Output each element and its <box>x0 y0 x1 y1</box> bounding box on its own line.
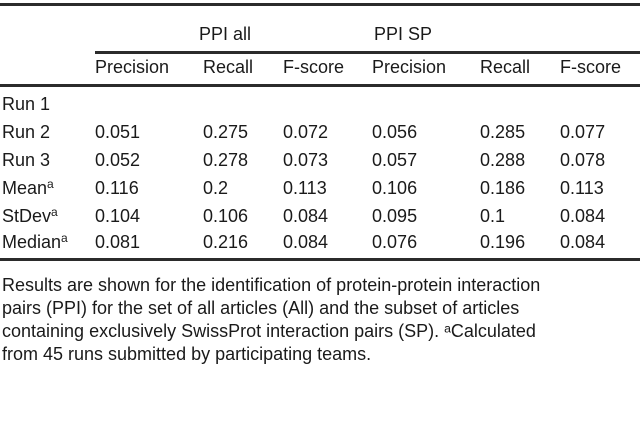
empty-corner-cell <box>0 5 95 53</box>
table-cell <box>203 86 283 120</box>
table-row-stdev: StDeva 0.104 0.106 0.084 0.095 0.1 0.084 <box>0 204 640 232</box>
table-cell: 0.2 <box>203 177 229 198</box>
table-cell: 0.084 <box>560 231 640 261</box>
column-header-recall-sp: Recall <box>480 52 561 87</box>
table-row-mean: Meana 0.116 0.2 0.113 0.106 0.186 0.113 <box>0 176 640 204</box>
table-cell: 0.057 <box>372 149 418 170</box>
table-cell: 0.288 <box>480 149 526 170</box>
group-header-ppi-all: PPI all <box>95 4 373 54</box>
column-header-row: Precision Recall F-score Precision Recal… <box>0 52 640 87</box>
table-cell: 0.084 <box>560 205 606 226</box>
group-header-row: PPI all PPI SP <box>0 4 640 54</box>
row-label: Run 3 <box>2 149 51 170</box>
table-cell: 0.084 <box>283 205 329 226</box>
row-label: Run 2 <box>2 121 51 142</box>
results-table: PPI all PPI SP Precision Recall F-score … <box>0 3 640 261</box>
table-row-median: Mediana 0.081 0.216 0.084 0.076 0.196 0.… <box>0 231 640 261</box>
table-cell: 0.116 <box>95 177 139 198</box>
superscript-a: a <box>47 176 54 191</box>
column-header-precision-all: Precision <box>95 52 203 87</box>
superscript-a: a <box>51 204 58 219</box>
table-cell: 0.095 <box>372 205 418 226</box>
row-label: Mediana <box>0 231 95 261</box>
table-cell: 0.285 <box>480 121 526 142</box>
table-cell: 0.186 <box>480 177 526 198</box>
table-cell: 0.077 <box>560 121 606 142</box>
table-cell: 0.1 <box>480 205 506 226</box>
table-cell: 0.278 <box>203 149 249 170</box>
table-cell: 0.084 <box>283 231 373 261</box>
table-row-run1: Run 1 <box>0 86 640 120</box>
table-cell <box>95 86 203 120</box>
table-cell <box>372 86 480 120</box>
row-label: Run 1 <box>2 93 51 114</box>
row-label: StDeva <box>2 204 58 226</box>
table-cell: 0.113 <box>560 177 604 198</box>
column-header-recall-all: Recall <box>203 52 283 87</box>
caption-line: pairs (PPI) for the set of all articles … <box>2 298 520 318</box>
table-cell <box>283 86 372 120</box>
caption-line: containing exclusively SwissProt interac… <box>2 321 536 341</box>
table-row-run3: Run 3 0.052 0.278 0.073 0.057 0.288 0.07… <box>0 148 640 176</box>
caption-line: Results are shown for the identification… <box>2 275 541 295</box>
table-cell: 0.113 <box>283 177 327 198</box>
table-cell: 0.106 <box>372 177 418 198</box>
column-header-fscore-all: F-score <box>283 52 373 87</box>
table-cell: 0.052 <box>95 149 141 170</box>
table-cell: 0.073 <box>283 149 329 170</box>
table-row-run2: Run 2 0.051 0.275 0.072 0.056 0.285 0.07… <box>0 120 640 148</box>
caption-line: from 45 runs submitted by participating … <box>2 344 372 364</box>
column-header-fscore-sp: F-score <box>560 52 640 87</box>
table-cell: 0.076 <box>372 231 481 261</box>
column-header-precision-sp: Precision <box>372 52 481 87</box>
table-cell: 0.051 <box>95 121 141 142</box>
table-cell: 0.072 <box>283 121 329 142</box>
table-cell: 0.106 <box>203 205 249 226</box>
superscript-a: a <box>61 231 68 245</box>
table-cell: 0.104 <box>95 205 141 226</box>
table-cell: 0.078 <box>560 149 606 170</box>
table-cell: 0.275 <box>203 121 249 142</box>
table-cell <box>560 86 640 120</box>
table-cell: 0.196 <box>480 231 561 261</box>
table-cell: 0.081 <box>95 231 203 261</box>
table-caption: Results are shown for the identification… <box>2 274 640 366</box>
row-label: Meana <box>2 176 54 198</box>
group-header-ppi-sp: PPI SP <box>372 4 640 54</box>
table-cell <box>480 86 560 120</box>
table-cell: 0.216 <box>203 231 283 261</box>
table-cell: 0.056 <box>372 121 418 142</box>
empty-header-cell <box>0 52 95 87</box>
